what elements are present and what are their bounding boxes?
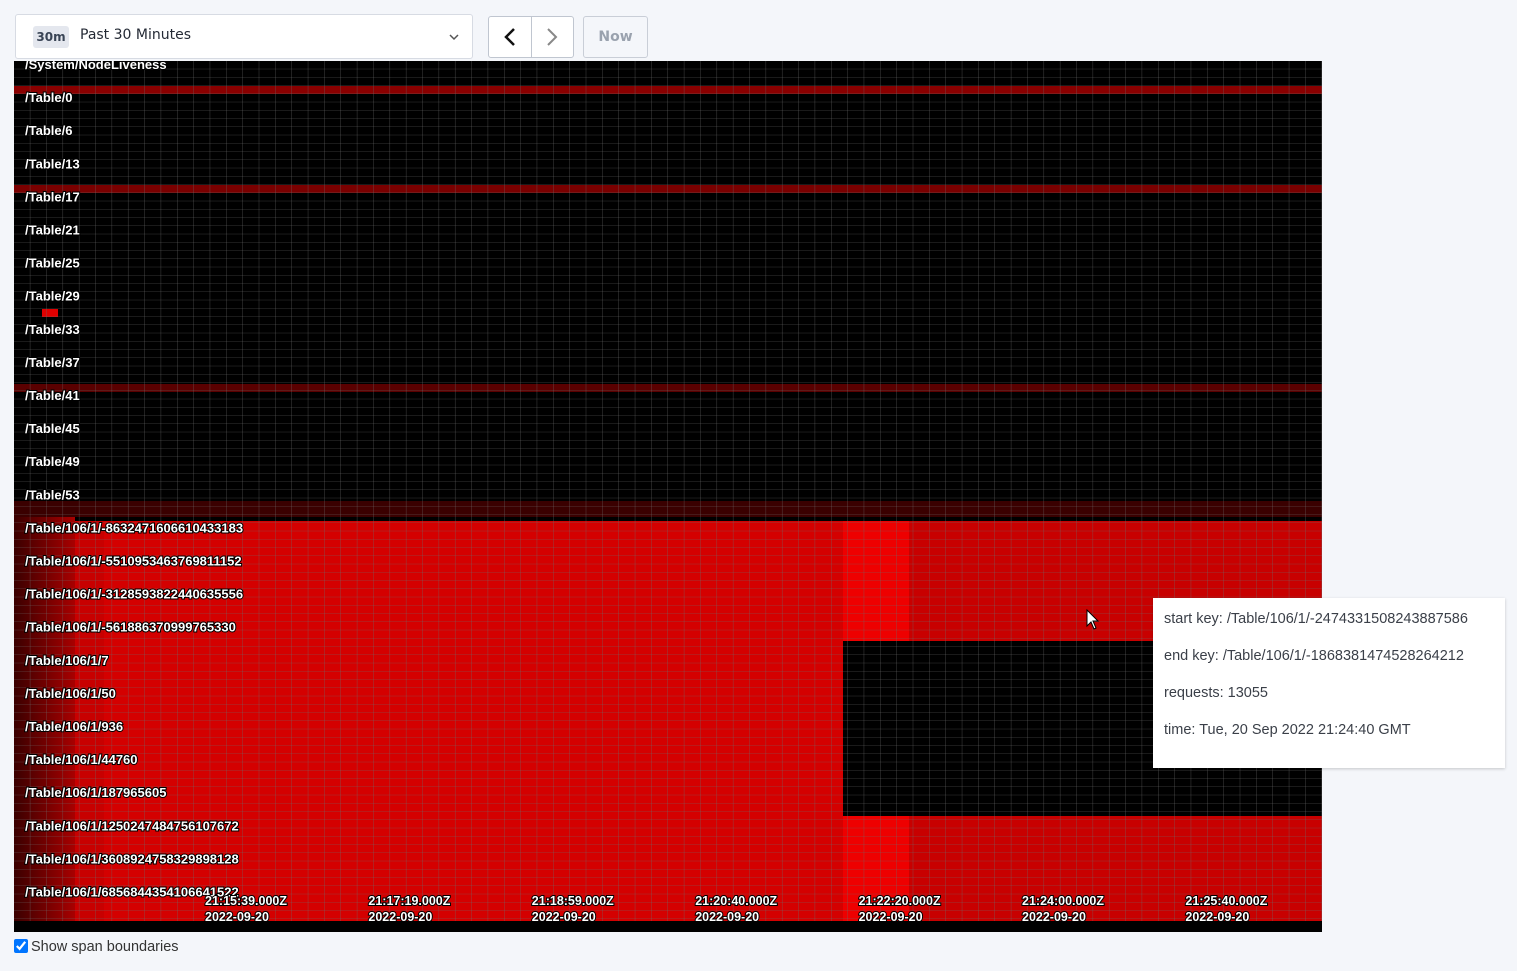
cursor — [1086, 609, 1100, 630]
tooltip-line: end key: /Table/106/1/-18683814745282642… — [1164, 648, 1464, 664]
x-label-time: 21:17:19.000Z — [368, 894, 450, 908]
y-label: /Table/106/1/6856844354106641522 — [25, 885, 239, 900]
x-label-date: 2022-09-20 — [859, 910, 923, 924]
y-label: /Table/25 — [25, 256, 80, 271]
x-label-time: 21:18:59.000Z — [532, 894, 614, 908]
next-icon — [547, 28, 558, 46]
x-label-time: 21:22:20.000Z — [859, 894, 941, 908]
y-label: /Table/29 — [25, 289, 80, 304]
now-button[interactable]: Now — [583, 16, 648, 58]
y-label: /Table/53 — [25, 487, 80, 502]
x-label-date: 2022-09-20 — [205, 910, 269, 924]
span-checkbox[interactable]: Show span boundaries — [14, 939, 179, 955]
y-label: /Table/106/1/-8632471606610433183 — [25, 520, 243, 535]
time-picker[interactable]: 30m Past 30 Minutes — [15, 14, 473, 59]
y-label: /Table/106/1/3608924758329898128 — [25, 851, 239, 866]
x-label-time: 21:24:00.000Z — [1022, 894, 1104, 908]
y-label: /Table/106/1/7 — [25, 653, 109, 668]
heatmap: /System/NodeLiveness/Table/0/Table/6/Tab… — [14, 61, 1322, 932]
prev-icon — [504, 28, 515, 46]
y-label: /Table/106/1/50 — [25, 686, 116, 701]
y-label: /Table/37 — [25, 355, 80, 370]
y-label: /Table/21 — [25, 223, 80, 238]
x-label-date: 2022-09-20 — [1022, 910, 1086, 924]
y-label: /Table/106/1/187965605 — [25, 785, 166, 800]
y-label: /Table/45 — [25, 421, 80, 436]
y-label: /Table/49 — [25, 454, 80, 469]
y-label: /Table/106/1/-5510953463769811152 — [25, 554, 242, 569]
x-label-time: 21:15:39.000Z — [205, 894, 287, 908]
x-label-date: 2022-09-20 — [368, 910, 432, 924]
y-label: /Table/41 — [25, 388, 80, 403]
y-label: /Table/106/1/44760 — [25, 752, 138, 767]
y-label: /Table/106/1/1250247484756107672 — [25, 818, 239, 833]
y-label: /Table/106/1/936 — [25, 719, 123, 734]
x-label-date: 2022-09-20 — [695, 910, 759, 924]
range-label: Past 30 Minutes — [80, 27, 192, 43]
prev-button[interactable] — [488, 16, 532, 58]
y-label: /System/NodeLiveness — [25, 61, 167, 72]
span-grid — [14, 61, 1322, 921]
y-label: /Table/106/1/-561886370999765330 — [25, 620, 236, 635]
x-label-date: 2022-09-20 — [1185, 910, 1249, 924]
x-label-date: 2022-09-20 — [532, 910, 596, 924]
checkbox[interactable] — [14, 939, 28, 953]
heatmap-footer — [14, 921, 1322, 932]
y-label: /Table/13 — [25, 156, 80, 171]
range-badge: 30m — [33, 26, 69, 48]
checkbox-label: Show span boundaries — [31, 939, 179, 955]
next-button[interactable] — [531, 16, 574, 58]
tooltip-line: requests: 13055 — [1164, 685, 1268, 701]
y-label: /Table/17 — [25, 189, 80, 204]
y-label: /Table/6 — [25, 123, 72, 138]
tooltip: start key: /Table/106/1/-247433150824388… — [1153, 598, 1505, 768]
x-label-time: 21:20:40.000Z — [695, 894, 777, 908]
y-label: /Table/106/1/-3128593822440635556 — [25, 587, 243, 602]
dropdown-chevron — [449, 34, 459, 41]
y-label: /Table/0 — [25, 90, 72, 105]
tooltip-line: start key: /Table/106/1/-247433150824388… — [1164, 611, 1468, 627]
x-label-time: 21:25:40.000Z — [1185, 894, 1267, 908]
tooltip-line: time: Tue, 20 Sep 2022 21:24:40 GMT — [1164, 722, 1411, 738]
y-label: /Table/33 — [25, 322, 80, 337]
